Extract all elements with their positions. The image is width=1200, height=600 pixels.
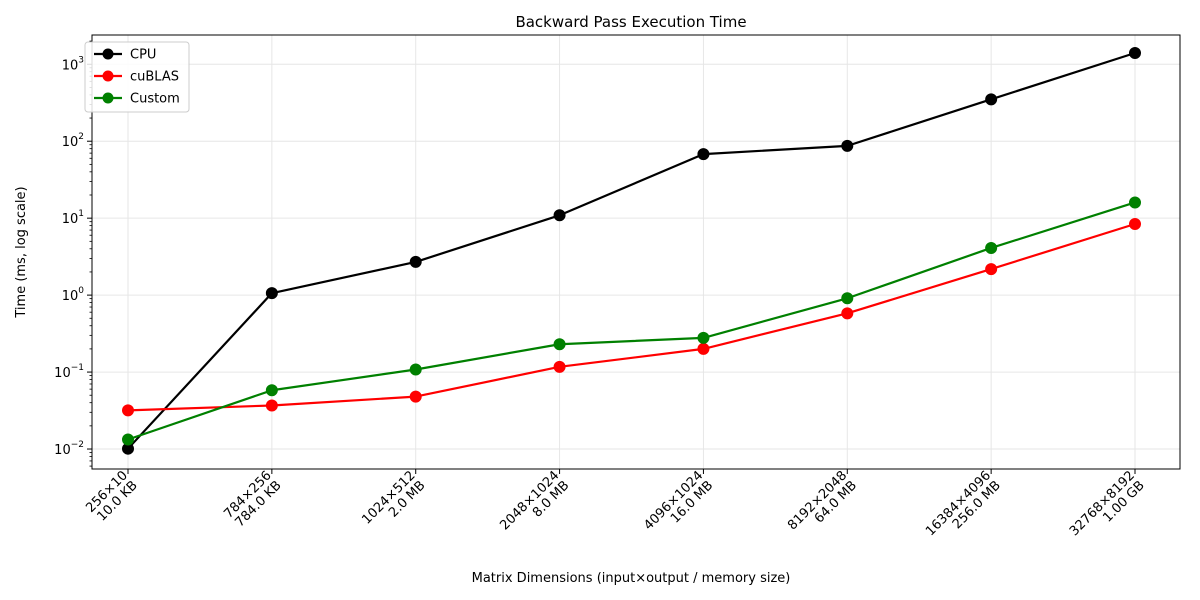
y-tick-label: 102 <box>62 132 84 150</box>
y-tick-base: 10 <box>54 443 71 458</box>
data-point-custom <box>553 338 566 351</box>
x-tick-label: 16384×4096256.0 MB <box>923 468 1004 549</box>
data-point-cublas <box>1129 217 1141 230</box>
y-tick-label: 10−1 <box>54 363 84 381</box>
y-tick-exponent: −2 <box>71 440 84 450</box>
y-tick-base: 10 <box>62 212 79 227</box>
x-axis-ticks: 256×1010.0 KB 784×256784.0 KB 1024×5122.0 … <box>83 468 1148 549</box>
data-point-cublas <box>553 360 566 373</box>
x-tick-label: 32768×81921.00 GB <box>1067 468 1148 549</box>
data-point-cublas <box>409 390 422 403</box>
grid <box>92 35 1180 469</box>
y-axis-label: Time (ms, log scale) <box>14 186 29 318</box>
y-tick-label: 101 <box>62 209 84 227</box>
data-point-cpu <box>553 209 566 222</box>
data-point-custom <box>409 363 422 376</box>
data-point-cublas <box>841 307 854 320</box>
data-point-cpu <box>409 255 422 268</box>
series-line-cpu <box>127 51 1136 450</box>
data-point-cpu <box>841 139 854 152</box>
legend-label-cpu: CPU <box>130 48 156 63</box>
data-point-custom <box>697 331 710 344</box>
data-point-cublas <box>697 342 710 355</box>
y-tick-base: 10 <box>62 58 79 73</box>
data-point-custom <box>985 241 998 254</box>
x-tick-label: 8192×204864.0 MB <box>785 468 860 543</box>
legend: CPU cuBLAS Custom <box>84 41 190 113</box>
data-point-cublas <box>122 404 134 417</box>
series-line-custom <box>127 201 1136 441</box>
legend-marker-cpu <box>102 48 114 60</box>
y-tick-label: 10−2 <box>54 440 84 458</box>
x-tick-label: 1024×5122.0 MB <box>359 468 428 537</box>
data-point-cpu <box>697 148 710 161</box>
plot-frame <box>91 34 1181 470</box>
legend-label-custom: Custom <box>130 92 180 107</box>
data-point-cpu <box>1129 47 1141 60</box>
x-tick-label: 256×1010.0 KB <box>83 468 140 525</box>
x-tick-label: 2048×10248.0 MB <box>497 468 572 543</box>
y-tick-base: 10 <box>62 135 79 150</box>
y-tick-exponent: 0 <box>78 286 84 296</box>
data-point-cublas <box>985 263 998 276</box>
data-point-cpu <box>265 287 278 300</box>
data-point-custom <box>841 292 854 305</box>
x-tick-label: 4096×102416.0 MB <box>641 468 716 543</box>
y-tick-base: 10 <box>54 366 71 381</box>
y-tick-exponent: −1 <box>71 363 84 373</box>
data-point-custom <box>122 433 134 446</box>
y-tick-exponent: 1 <box>78 209 84 219</box>
y-tick-base: 10 <box>62 289 79 304</box>
legend-marker-cublas <box>102 70 114 82</box>
data-point-cublas <box>265 399 278 412</box>
series-layer <box>122 47 1141 455</box>
x-tick-label: 784×256784.0 KB <box>221 468 284 531</box>
series-line-cublas <box>127 222 1136 412</box>
data-point-custom <box>265 384 278 397</box>
y-tick-exponent: 3 <box>78 55 84 65</box>
data-point-cpu <box>985 93 998 106</box>
y-tick-exponent: 2 <box>78 132 84 142</box>
legend-label-cublas: cuBLAS <box>130 70 179 85</box>
y-tick-label: 103 <box>62 55 84 73</box>
legend-marker-custom <box>102 92 114 104</box>
chart-title: Backward Pass Execution Time <box>515 13 746 31</box>
y-tick-label: 100 <box>62 286 85 304</box>
data-point-custom <box>1129 196 1141 209</box>
x-axis-label: Matrix Dimensions (input×output / memory… <box>472 571 791 586</box>
